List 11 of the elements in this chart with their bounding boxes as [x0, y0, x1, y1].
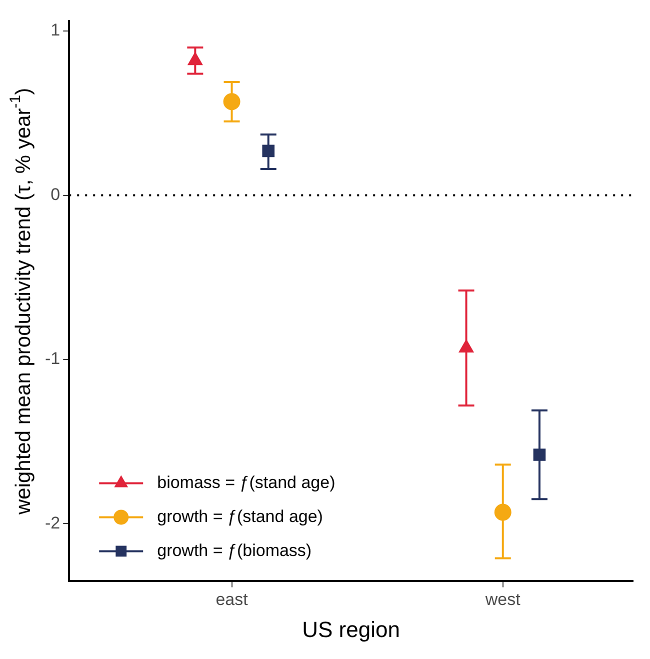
y-tick-label: 0: [50, 184, 60, 204]
legend-label: biomass = ƒ(stand age): [157, 472, 336, 492]
x-axis-title: US region: [302, 616, 400, 642]
y-tick-label: -1: [44, 349, 60, 368]
y-axis-title: weighted mean productivity trend (τ, % year-1): [7, 88, 35, 516]
y-tick-label: 1: [50, 20, 60, 40]
legend-label: growth = ƒ(stand age): [157, 506, 323, 526]
x-tick-label: east: [216, 590, 248, 610]
legend-label: growth = ƒ(biomass): [157, 540, 312, 560]
x-tick-label: west: [484, 590, 521, 610]
y-tick-label: -2: [44, 513, 60, 532]
